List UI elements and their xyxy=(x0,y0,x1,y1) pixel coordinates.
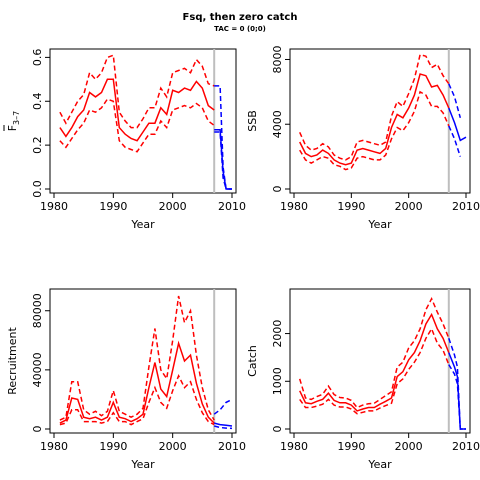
plot-frame xyxy=(49,288,237,434)
figure-subtitle: TAC = 0 (0;0) xyxy=(214,25,266,33)
x-tick-label: 2000 xyxy=(395,200,423,213)
x-tick-label: 1990 xyxy=(99,440,127,453)
history-upper-line xyxy=(299,53,450,161)
y-axis-label: Recruitment xyxy=(6,327,19,395)
projection-median-line xyxy=(448,107,467,142)
y-tick-label: 4000 xyxy=(271,110,284,138)
y-tick-label: 0 xyxy=(271,186,284,193)
history-upper-line xyxy=(298,296,450,409)
y-tick-label: 1000 xyxy=(271,367,284,395)
plot-frame xyxy=(49,48,237,194)
x-tick-label: 1980 xyxy=(40,440,68,453)
x-tick-label: 1980 xyxy=(280,200,308,213)
x-tick-label: 2010 xyxy=(452,440,480,453)
y-axis-label-main: F xyxy=(6,125,19,131)
y-tick-label: 0 xyxy=(271,426,284,433)
y-axis-label: F3–7 xyxy=(6,111,21,132)
projection-lower-line xyxy=(214,425,233,430)
y-tick-label: 0.4 xyxy=(31,93,44,111)
y-tick-label: 0.0 xyxy=(31,180,44,198)
history-median-line xyxy=(299,73,450,166)
y-tick-label: 80000 xyxy=(31,293,44,328)
projection-upper-line xyxy=(448,83,462,118)
x-tick-label: 2010 xyxy=(218,200,246,213)
x-tick-label: 1990 xyxy=(337,200,365,213)
history-lower-line xyxy=(299,327,450,415)
panel-ssb: 1980 1990 2000 2010 0 4000 8000 Year SSB xyxy=(246,45,480,231)
projection-lower-line xyxy=(448,125,462,157)
x-tick-label: 1990 xyxy=(99,200,127,213)
projection-lower-line xyxy=(214,131,232,190)
y-tick-label: 8000 xyxy=(271,45,284,73)
projection-lower-line xyxy=(448,364,466,430)
figure-title: Fsq, then zero catch xyxy=(183,12,298,23)
y-tick-label: 2000 xyxy=(271,320,284,348)
history-lower-line xyxy=(59,98,215,153)
x-tick-label: 1990 xyxy=(337,440,365,453)
x-tick-label: 2010 xyxy=(218,440,246,453)
x-tick-label: 1980 xyxy=(40,200,68,213)
panel-fbar: 1980 1990 2000 2010 0.0 0.2 0.4 0.6 Year F3–7 xyxy=(3,48,246,231)
history-lower-line xyxy=(299,90,450,171)
history-upper-line xyxy=(59,295,215,421)
history-median-line xyxy=(59,340,215,424)
projection-median-line xyxy=(214,422,233,427)
y-axis-label: SSB xyxy=(246,110,259,132)
x-axis-label: Year xyxy=(130,458,155,471)
x-axis-label: Year xyxy=(367,458,392,471)
panel-recruitment: 1980 1990 2000 2010 0 40000 80000 Year Recruitme… xyxy=(6,288,246,471)
projection-upper-line xyxy=(213,398,233,415)
y-axis-label-subscript: 3–7 xyxy=(12,111,21,125)
y-tick-label: 0 xyxy=(31,426,44,433)
plot-frame xyxy=(289,48,471,194)
projection-upper-line xyxy=(448,338,466,430)
history-median-line xyxy=(299,312,450,412)
plot-frame xyxy=(289,288,471,434)
x-tick-label: 2010 xyxy=(452,200,480,213)
projection-median-line xyxy=(214,129,232,190)
x-axis-label: Year xyxy=(367,218,392,231)
y-axis-label: Catch xyxy=(246,345,259,377)
x-tick-label: 2000 xyxy=(159,440,187,453)
y-tick-label: 40000 xyxy=(31,352,44,387)
x-tick-label: 2000 xyxy=(159,200,187,213)
projection-upper-line xyxy=(214,85,232,190)
history-median-line xyxy=(59,78,215,142)
x-axis-label: Year xyxy=(130,218,155,231)
y-tick-label: 0.6 xyxy=(31,49,44,67)
history-lower-line xyxy=(59,373,215,426)
history-upper-line xyxy=(59,54,215,129)
x-tick-label: 1980 xyxy=(280,440,308,453)
x-tick-label: 2000 xyxy=(395,440,423,453)
y-tick-label: 0.2 xyxy=(31,136,44,154)
